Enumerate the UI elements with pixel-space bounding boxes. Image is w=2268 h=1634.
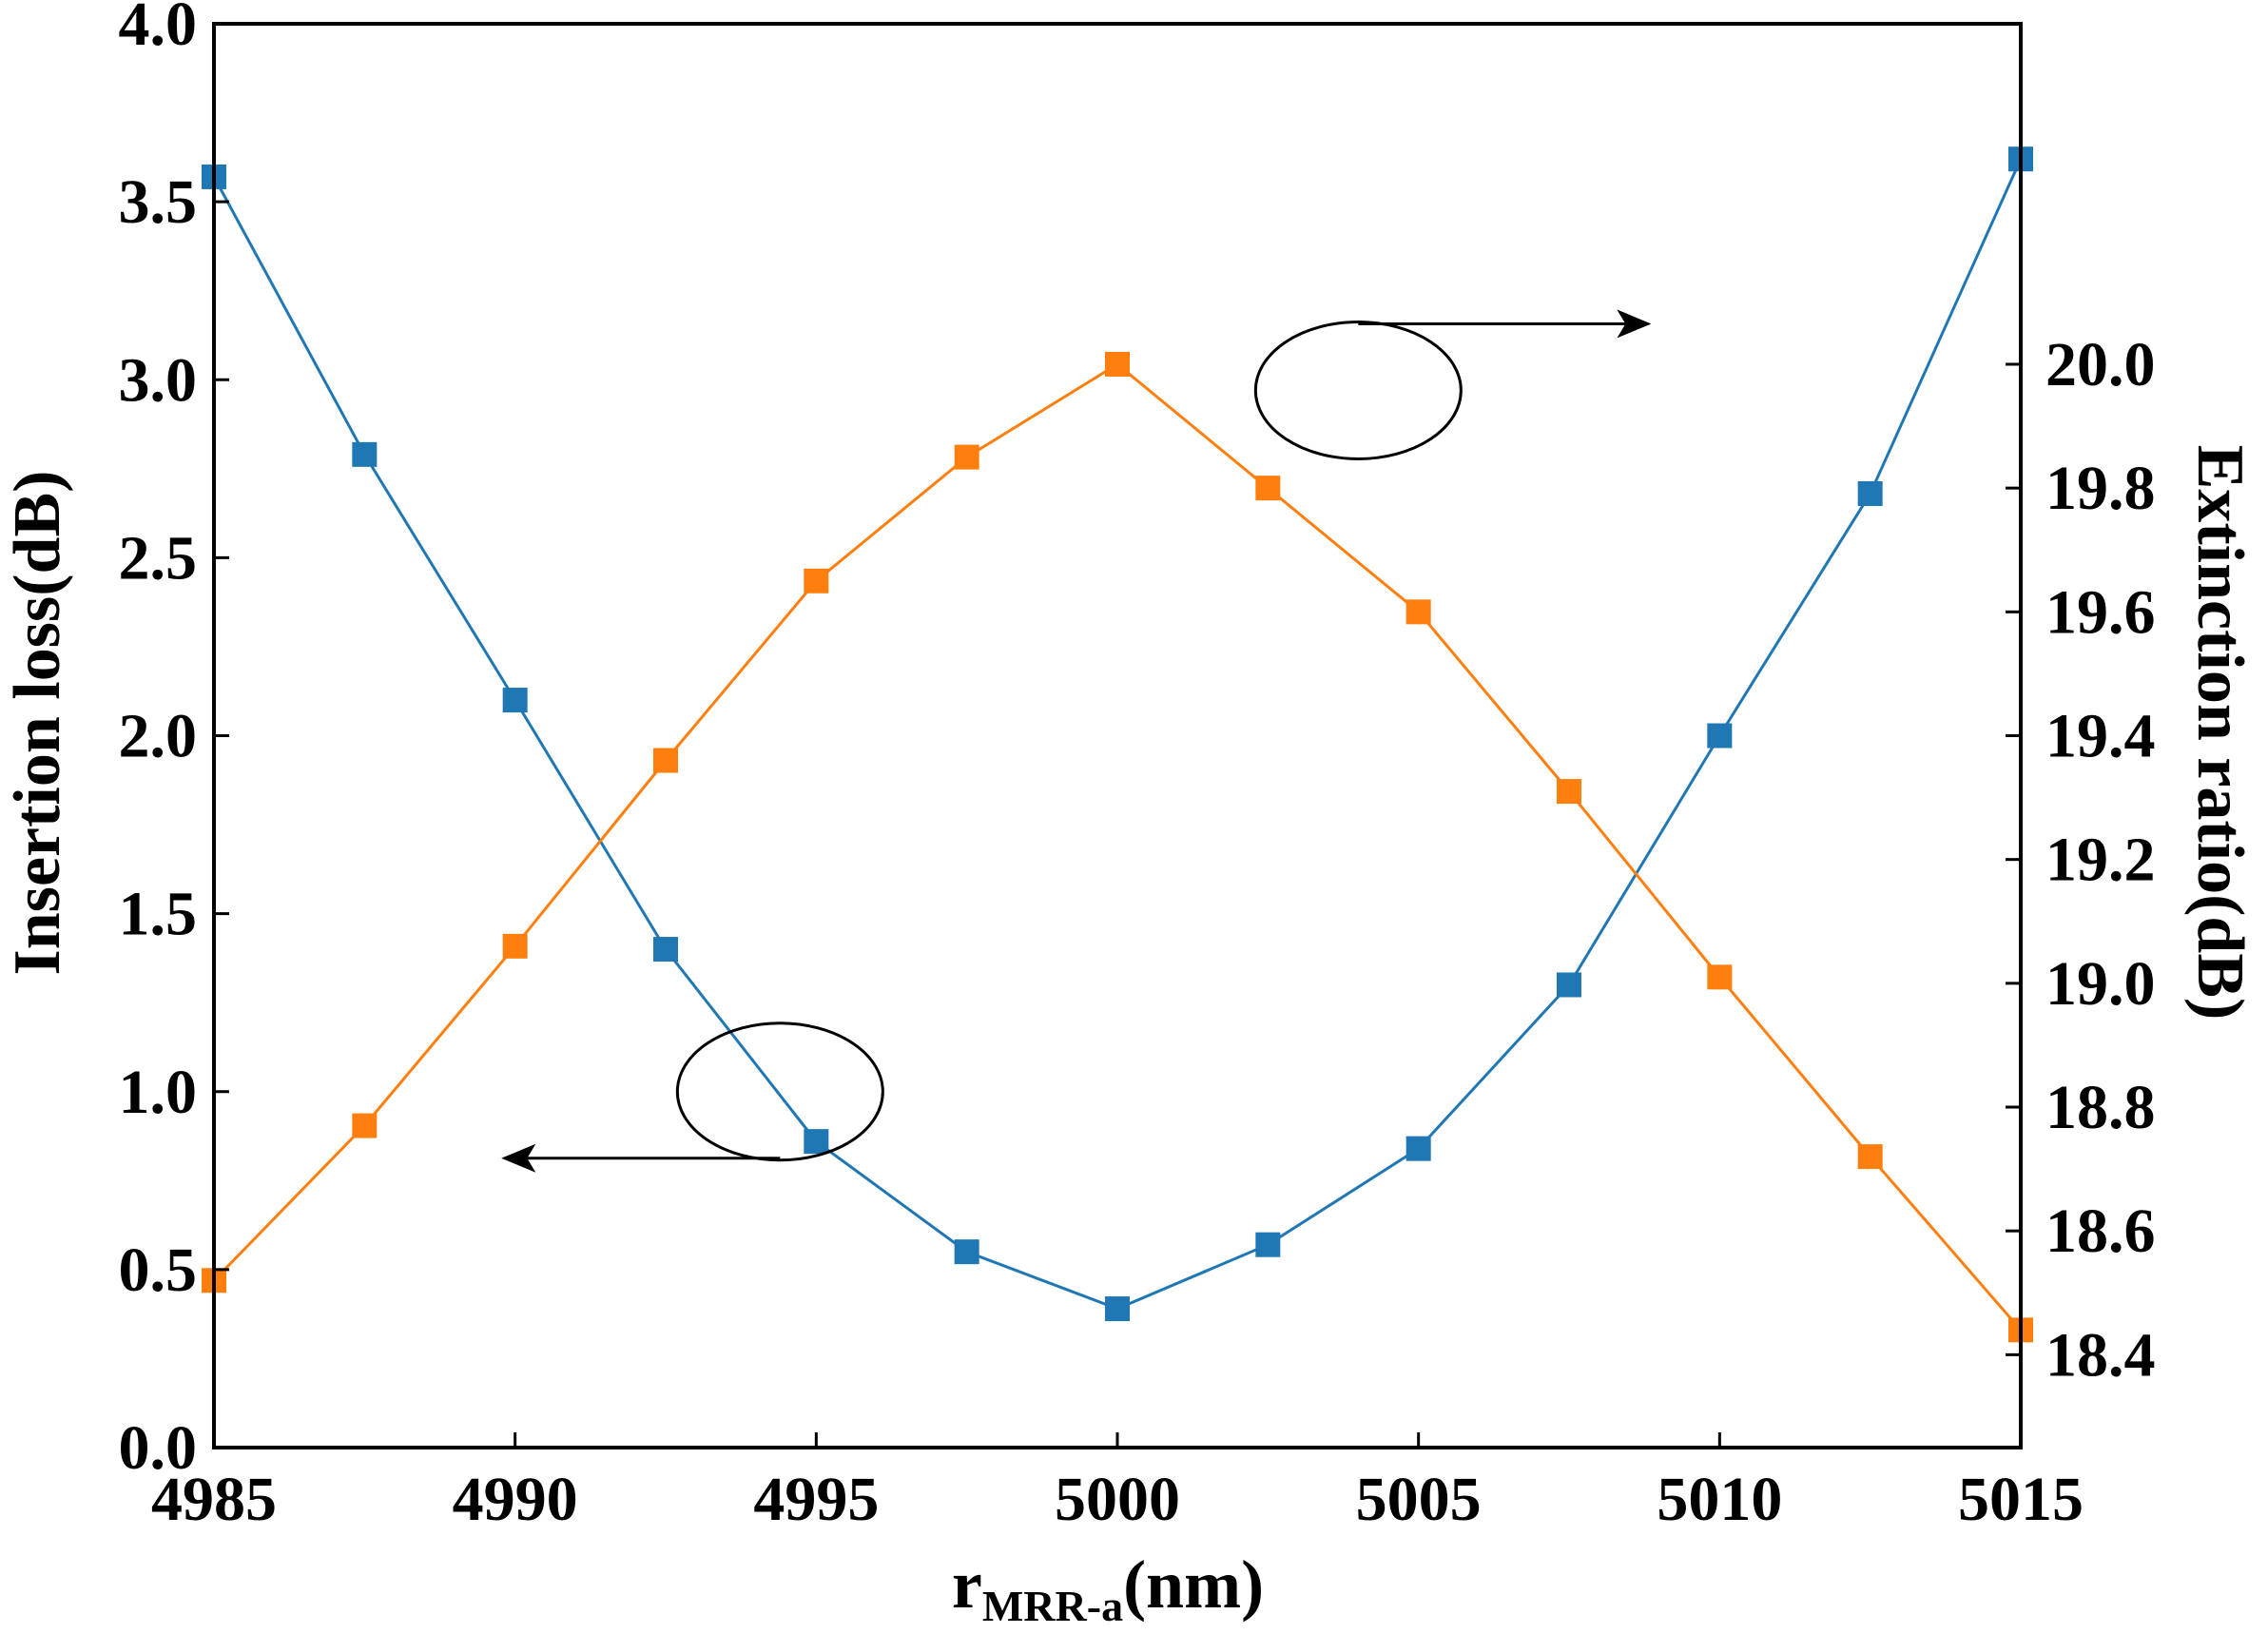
y-right-tick-label: 19.0 — [2045, 949, 2156, 1019]
x-tick-label: 4985 — [151, 1465, 277, 1534]
y-left-tick-label: 4.0 — [119, 0, 198, 59]
y-right-tick-label: 20.0 — [2045, 330, 2156, 399]
series-point — [352, 1113, 378, 1138]
x-tick-label: 5010 — [1657, 1465, 1782, 1534]
plot-frame — [212, 22, 2023, 1449]
axis-pointer-annotation — [1253, 309, 1652, 460]
x-tick-label: 5015 — [1958, 1465, 2084, 1534]
series-point — [1707, 964, 1733, 990]
series-point — [954, 1239, 979, 1265]
annotation-ellipse — [1253, 320, 1463, 460]
series-point — [1405, 599, 1431, 625]
series-point — [502, 933, 528, 959]
x-tick-label: 4995 — [753, 1465, 879, 1534]
series-point — [1557, 779, 1581, 805]
y-left-tick-label: 2.0 — [119, 702, 198, 771]
y-right-tick-label: 19.4 — [2045, 702, 2156, 771]
series-point — [1105, 1296, 1130, 1322]
series-point — [1707, 723, 1733, 749]
series-right-axis — [202, 351, 2033, 1343]
series-point — [954, 444, 979, 470]
series-layer — [202, 146, 2033, 1343]
annotation-ellipse — [675, 1021, 884, 1162]
y-left-tick-label: 1.0 — [119, 1058, 198, 1127]
x-tick-label: 5005 — [1356, 1465, 1482, 1534]
y-right-tick-label: 18.4 — [2045, 1320, 2156, 1390]
series-point — [1405, 1136, 1431, 1161]
series-point — [1857, 481, 1883, 507]
y-right-tick-label: 19.6 — [2045, 577, 2156, 647]
y-right-tick-label: 19.8 — [2045, 454, 2156, 523]
x-axis-ticks: 4985 4990 4995 5000 5005 5010 5015 — [151, 1432, 2084, 1534]
annotation-layer — [501, 309, 1652, 1173]
y-left-tick-label: 0.0 — [119, 1413, 198, 1483]
y-right-tick-label: 18.6 — [2045, 1196, 2156, 1266]
series-point — [804, 568, 829, 593]
x-axis-label-unit: (nm) — [1123, 1546, 1264, 1623]
axis-pointer-annotation — [501, 1021, 884, 1173]
y-right-tick-label: 18.8 — [2045, 1073, 2156, 1142]
series-line — [212, 158, 2023, 1311]
x-axis-label-subscript: MRR-a — [982, 1582, 1123, 1630]
series-point — [1557, 972, 1581, 998]
series-point — [1105, 351, 1130, 377]
series-point — [352, 441, 378, 467]
y-axis-right-label: Extinction ratio(dB) — [2183, 445, 2257, 1021]
y-left-tick-label: 3.5 — [119, 167, 198, 237]
y-right-tick-label: 19.2 — [2045, 826, 2156, 895]
x-tick-label: 5000 — [1055, 1465, 1180, 1534]
x-tick-label: 4990 — [453, 1465, 578, 1534]
y-left-tick-label: 2.5 — [119, 523, 198, 593]
y-right-axis-ticks: 18.4 18.6 18.8 19.0 19.2 19.4 19.6 19.8 20.0 — [2006, 330, 2156, 1390]
x-axis-label-main: r — [952, 1546, 982, 1623]
y-left-tick-label: 1.5 — [119, 880, 198, 949]
series-point — [1255, 476, 1281, 501]
series-point — [1857, 1144, 1883, 1170]
series-point — [502, 688, 528, 713]
y-left-tick-label: 3.0 — [119, 345, 198, 415]
y-left-axis-ticks: 0.0 0.5 1.0 1.5 2.0 2.5 3.0 3.5 4.0 — [119, 0, 229, 1483]
series-line — [212, 362, 2023, 1332]
series-left-axis — [202, 146, 2033, 1322]
x-axis-label: rMRR-a(nm) — [952, 1546, 1264, 1630]
series-point — [804, 1129, 829, 1155]
y-axis-left-label: Insertion loss(dB) — [1, 471, 74, 976]
series-point — [653, 748, 678, 773]
series-point — [1255, 1232, 1281, 1257]
y-left-tick-label: 0.5 — [119, 1235, 198, 1305]
series-point — [653, 937, 678, 963]
